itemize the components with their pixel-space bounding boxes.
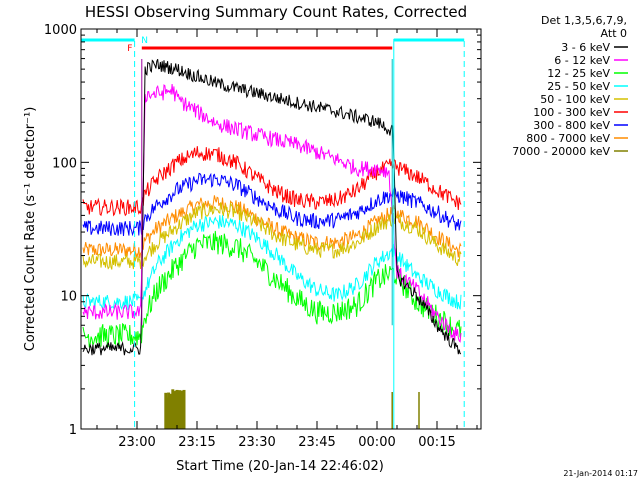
plot-frame <box>80 28 482 430</box>
flare-flag-label: F <box>127 44 132 54</box>
legend-header-detectors: Det 1,3,5,6,7,9, <box>541 14 627 27</box>
legend-label: 12 - 25 keV <box>547 67 610 80</box>
y-tick-label: 1 <box>69 423 77 438</box>
x-tick-label: 23:30 <box>238 435 275 450</box>
series-line-4 <box>82 201 462 270</box>
legend-header-attenuator: Att 0 <box>601 27 627 40</box>
y-tick-label: 100 <box>52 156 77 171</box>
series-line-0 <box>82 59 462 356</box>
chart-title: HESSI Observing Summary Count Rates, Cor… <box>85 3 467 21</box>
legend-label: 800 - 7000 keV <box>526 132 610 145</box>
x-tick-label: 23:45 <box>298 435 335 450</box>
x-tick-label: 00:15 <box>418 435 455 450</box>
y-axis-label: Corrected Count Rate (s⁻¹ detector⁻¹) <box>23 107 38 352</box>
legend-label: 300 - 800 keV <box>533 119 610 132</box>
legend-label: 3 - 6 keV <box>561 41 610 54</box>
series-line-1 <box>82 84 462 343</box>
y-tick-label: 1000 <box>44 23 77 38</box>
legend-label: 7000 - 20000 keV <box>512 145 610 158</box>
series-line-7 <box>82 195 462 258</box>
legend-label: 100 - 300 keV <box>533 106 610 119</box>
series-line-3 <box>82 215 462 311</box>
legend-label: 6 - 12 keV <box>554 54 610 67</box>
night-flag-label: N <box>141 36 148 46</box>
series-line-6 <box>82 172 462 237</box>
y-tick-label: 10 <box>60 290 77 305</box>
legend-label: 50 - 100 keV <box>540 93 610 106</box>
series-line-5 <box>82 146 462 217</box>
x-tick-label: 00:00 <box>358 435 395 450</box>
x-axis-label: Start Time (20-Jan-14 22:46:02) <box>176 459 384 474</box>
x-tick-label: 23:15 <box>178 435 215 450</box>
legend-label: 25 - 50 keV <box>547 80 610 93</box>
x-tick-label: 23:00 <box>118 435 155 450</box>
generated-timestamp: 21-Jan-2014 01:17 <box>563 469 638 478</box>
